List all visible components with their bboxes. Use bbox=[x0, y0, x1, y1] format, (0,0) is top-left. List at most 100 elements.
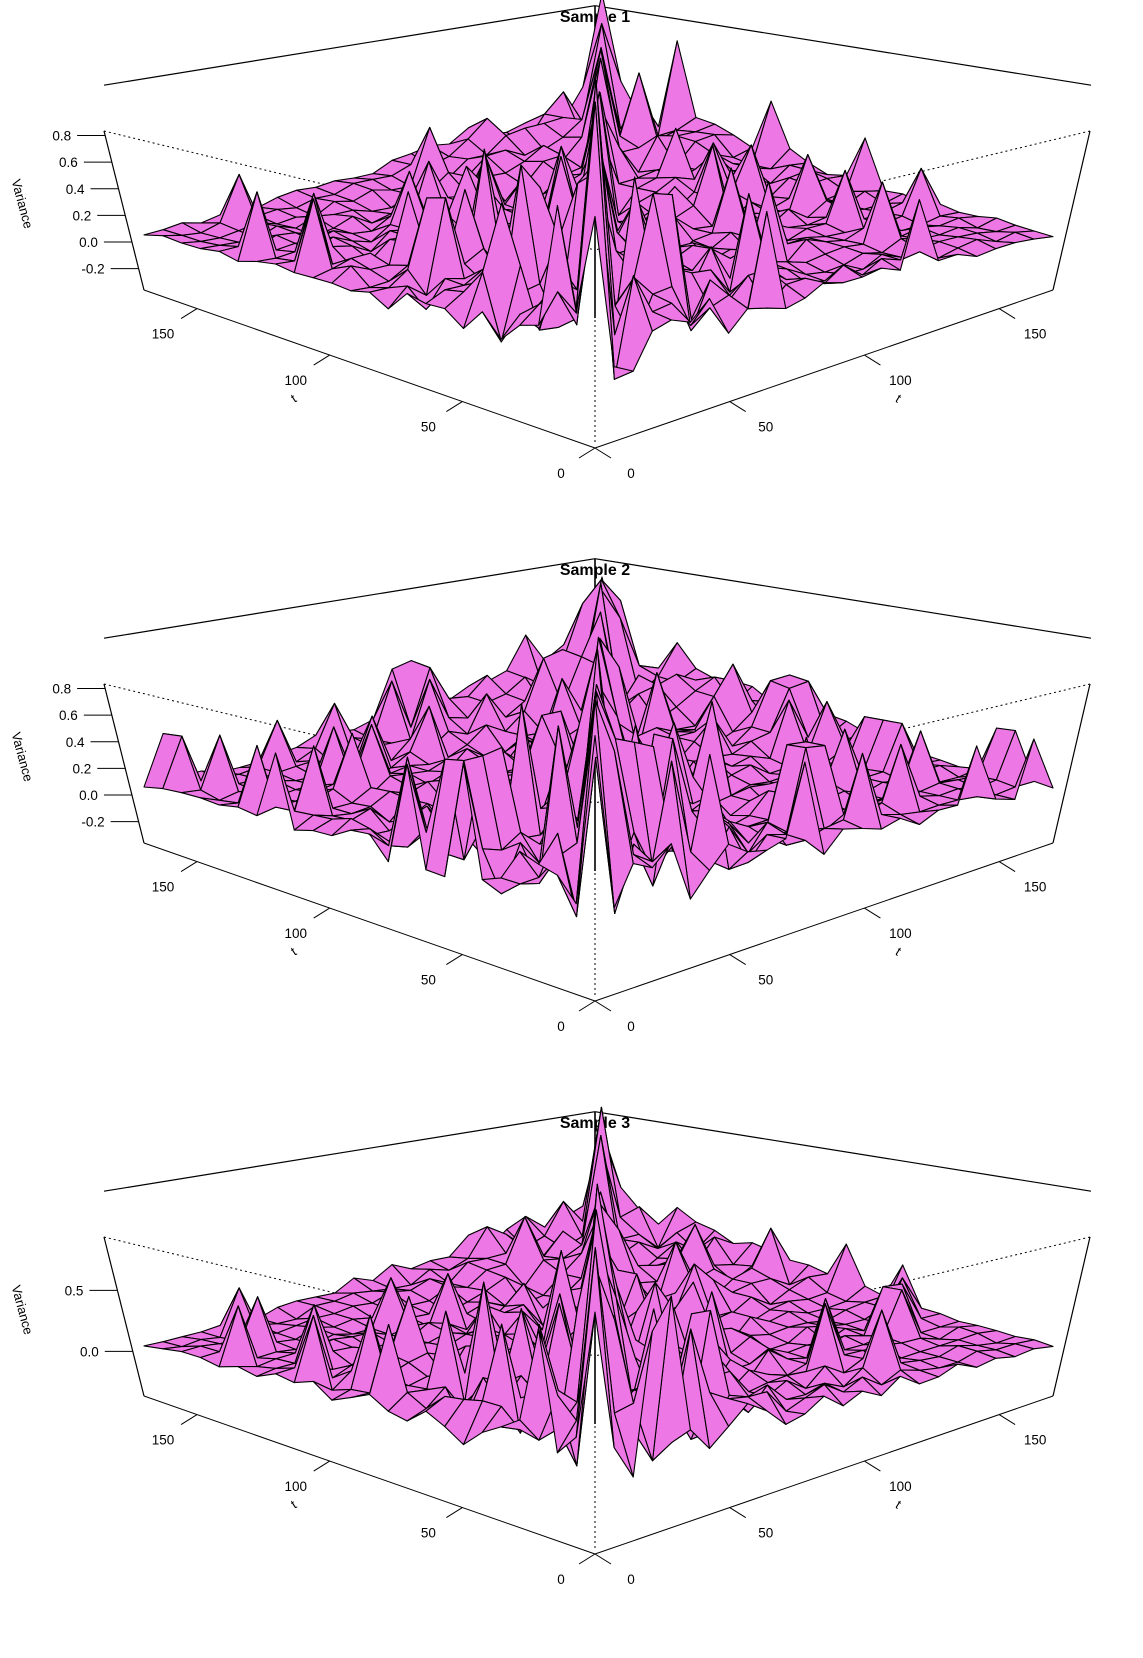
x-axis-line bbox=[143, 289, 596, 449]
x-tick-mark bbox=[578, 1000, 596, 1012]
y-tick-mark bbox=[998, 308, 1016, 320]
x-tick-label: 50 bbox=[421, 1526, 436, 1541]
z-tick-label: 0.0 bbox=[79, 235, 98, 250]
box-edge bbox=[103, 683, 145, 844]
box-edge bbox=[103, 558, 596, 639]
y-axis-line bbox=[594, 842, 1054, 1002]
x-tick-mark bbox=[446, 954, 463, 965]
x-axis-label: t bbox=[288, 391, 300, 406]
surface-facet bbox=[575, 1247, 615, 1449]
z-tick-label: 0.6 bbox=[59, 155, 78, 170]
y-axis-label: t bbox=[893, 391, 905, 406]
x-tick-label: 0 bbox=[557, 466, 565, 481]
y-tick-mark bbox=[729, 1507, 746, 1518]
x-tick-label: 150 bbox=[152, 327, 175, 342]
y-axis-label: t bbox=[893, 1497, 905, 1512]
x-tick-mark bbox=[446, 401, 463, 412]
y-tick-label: 0 bbox=[627, 466, 635, 481]
y-tick-label: 50 bbox=[758, 973, 773, 988]
panel-sample-3: Sample 3 0 50 100 150 0 50 100 150 t t 0.0 0.5 Varian… bbox=[0, 1106, 1143, 1658]
panel-sample-2: Sample 2 0 50 100 150 0 50 100 150 t t -0.2 0.0 0.2 0.… bbox=[0, 553, 1143, 1105]
y-axis-label: t bbox=[893, 944, 905, 959]
z-tick-label: -0.2 bbox=[81, 815, 104, 830]
x-tick-mark bbox=[180, 1414, 198, 1426]
z-tick-label: 0.4 bbox=[66, 182, 85, 197]
z-tick-label: 0.8 bbox=[52, 682, 71, 697]
y-tick-mark bbox=[864, 354, 881, 366]
box-edge bbox=[103, 5, 596, 86]
box-edge bbox=[594, 1111, 1092, 1192]
surface bbox=[143, 576, 1054, 918]
x-tick-label: 100 bbox=[284, 373, 307, 388]
box-edge bbox=[103, 1236, 145, 1397]
z-tick-label: 0.0 bbox=[80, 1344, 99, 1359]
y-tick-label: 100 bbox=[889, 926, 912, 941]
x-axis-line bbox=[143, 842, 596, 1002]
z-axis-label: Variance bbox=[9, 178, 37, 231]
z-tick-label: -0.2 bbox=[81, 262, 104, 277]
y-tick-mark bbox=[864, 907, 881, 919]
y-tick-label: 150 bbox=[1024, 880, 1047, 895]
box-edge bbox=[103, 1111, 596, 1192]
x-tick-mark bbox=[578, 447, 596, 459]
x-tick-mark bbox=[180, 308, 198, 320]
x-tick-mark bbox=[313, 354, 330, 366]
y-tick-mark bbox=[594, 1553, 612, 1565]
z-axis-label: Variance bbox=[9, 1284, 37, 1337]
x-axis-line bbox=[143, 1395, 596, 1555]
z-tick-label: 0.6 bbox=[59, 708, 78, 723]
y-tick-mark bbox=[729, 401, 746, 412]
z-tick-label: 0.2 bbox=[72, 761, 91, 776]
y-tick-label: 0 bbox=[627, 1572, 635, 1587]
box-edge bbox=[594, 558, 1092, 639]
x-tick-label: 100 bbox=[284, 926, 307, 941]
surface-facet bbox=[575, 699, 615, 909]
x-tick-mark bbox=[446, 1507, 463, 1518]
y-axis-line bbox=[594, 1395, 1054, 1555]
x-tick-mark bbox=[313, 1460, 330, 1472]
x-axis-label: t bbox=[288, 944, 300, 959]
x-tick-label: 50 bbox=[421, 420, 436, 435]
y-tick-label: 100 bbox=[889, 1479, 912, 1494]
y-tick-mark bbox=[998, 861, 1016, 873]
panel-sample-1: Sample 1 0 50 100 150 0 50 100 150 t t -0.2 0.0 0.2 0.… bbox=[0, 0, 1143, 552]
x-tick-label: 100 bbox=[284, 1479, 307, 1494]
y-tick-label: 100 bbox=[889, 373, 912, 388]
surface bbox=[143, 1106, 1054, 1478]
box-edge bbox=[594, 5, 1092, 86]
box-edge bbox=[103, 130, 145, 291]
z-tick-label: 0.4 bbox=[66, 735, 85, 750]
y-tick-mark bbox=[998, 1414, 1016, 1426]
y-axis-line bbox=[594, 289, 1054, 449]
z-axis-label: Variance bbox=[9, 731, 37, 784]
surface-facet bbox=[575, 101, 615, 368]
z-tick-label: 0.5 bbox=[65, 1283, 84, 1298]
y-tick-label: 50 bbox=[758, 1526, 773, 1541]
x-axis-label: t bbox=[288, 1497, 300, 1512]
y-tick-label: 50 bbox=[758, 420, 773, 435]
y-tick-mark bbox=[594, 1000, 612, 1012]
x-tick-label: 150 bbox=[152, 880, 175, 895]
x-tick-mark bbox=[578, 1553, 596, 1565]
x-tick-label: 0 bbox=[557, 1572, 565, 1587]
y-tick-mark bbox=[594, 447, 612, 459]
y-tick-mark bbox=[864, 1460, 881, 1472]
box-edge bbox=[1052, 130, 1091, 291]
y-tick-label: 150 bbox=[1024, 1433, 1047, 1448]
z-tick-label: 0.8 bbox=[52, 129, 71, 144]
y-tick-mark bbox=[729, 954, 746, 965]
x-tick-mark bbox=[180, 861, 198, 873]
x-tick-label: 0 bbox=[557, 1019, 565, 1034]
x-tick-label: 50 bbox=[421, 973, 436, 988]
x-tick-label: 150 bbox=[152, 1433, 175, 1448]
surface bbox=[143, 0, 1054, 380]
box-edge bbox=[1052, 683, 1091, 844]
z-tick-label: 0.2 bbox=[72, 208, 91, 223]
box-edge bbox=[1052, 1236, 1091, 1397]
z-tick-label: 0.0 bbox=[79, 788, 98, 803]
y-tick-label: 0 bbox=[627, 1019, 635, 1034]
